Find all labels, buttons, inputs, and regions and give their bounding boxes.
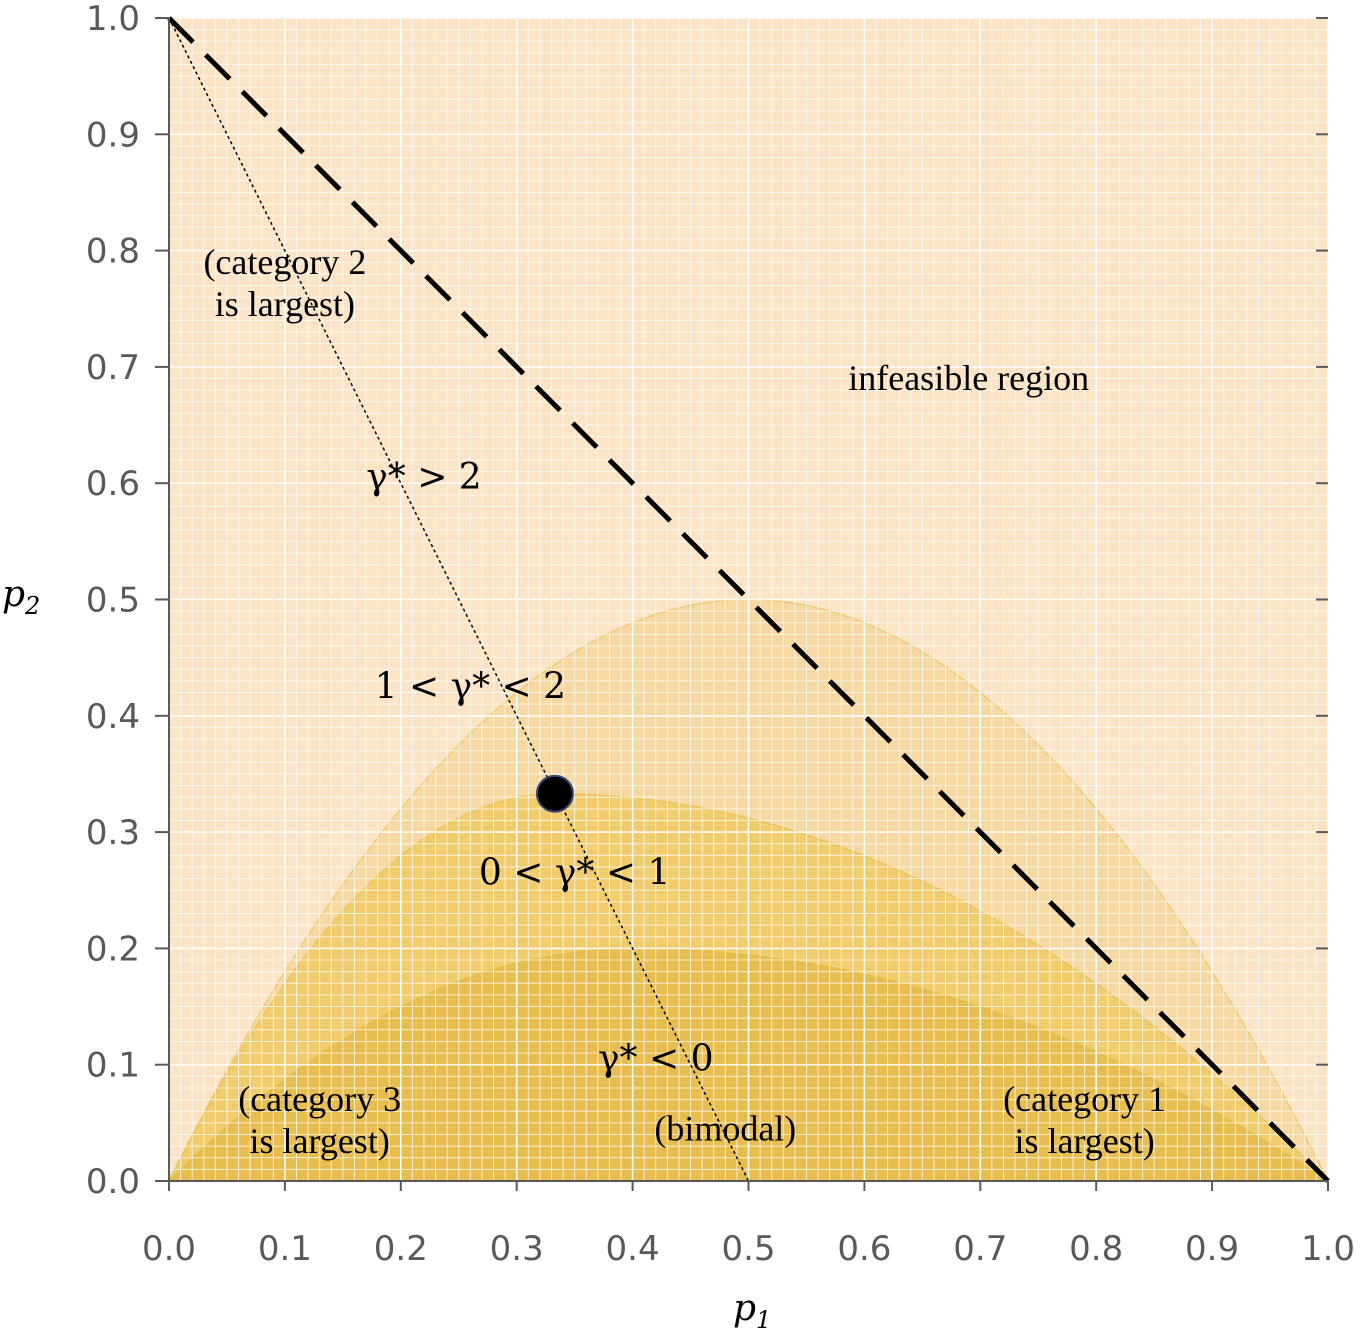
x-tick-label: 0.7 [953,1229,1007,1269]
annotation-cat2: (category 2 is largest) [203,242,366,324]
y-tick-label: 0.4 [86,697,140,737]
annotation-line: (category 2 [203,242,366,282]
y-tick-label: 0.9 [86,115,140,155]
annotation-line: γ* < 0 [598,1039,713,1080]
x-tick-label: 0.2 [374,1229,428,1269]
x-axis-label-subscript: 1 [756,1306,771,1328]
annotation-line: (bimodal) [654,1108,796,1148]
y-axis-label: p2 [2,574,40,620]
x-tick-label: 0.1 [258,1229,312,1269]
annotation-cat3: (category 3 is largest) [238,1079,401,1161]
annotation-line: is largest) [1014,1121,1154,1161]
x-tick-label: 0.9 [1185,1229,1239,1269]
annotation-line: (category 1 [1003,1079,1166,1119]
annotation-line: (category 3 [238,1079,401,1119]
y-tick-label: 0.6 [86,464,140,504]
annotation-line: γ* > 2 [366,457,481,498]
x-tick-label: 0.4 [606,1229,660,1269]
annotation-line: 0 < γ* < 1 [479,852,670,893]
x-tick-label: 0.0 [142,1229,196,1269]
uniform-point-marker [535,774,574,813]
y-tick-label: 0.7 [86,348,140,388]
y-tick-label: 0.3 [86,813,140,853]
y-tick-label: 1.0 [86,0,140,39]
annotation-line: 1 < γ* < 2 [375,666,566,707]
x-tick-label: 1.0 [1301,1229,1355,1269]
annotation-line: is largest) [250,1121,390,1161]
annotation-line: is largest) [215,284,355,324]
y-axis-label-subscript: 2 [24,592,40,620]
y-axis-label-text: p [2,574,25,615]
y-tick-label: 0.1 [86,1046,140,1086]
x-tick-label: 0.3 [490,1229,544,1269]
tick-labels: 0.0 0.1 0.2 0.3 0.4 0.5 0.6 0.7 0.8 0.9 1.0 0.0 0.1 0… [86,0,1355,1269]
annotation-cat1: (category 1 is largest) [1003,1079,1166,1161]
annotation-infeasible: infeasible region [848,358,1089,398]
x-tick-label: 0.6 [837,1229,891,1269]
annotation-line: infeasible region [848,358,1089,398]
annotations: (category 2 is largest)infeasible regionγ… [203,242,1166,1161]
annotation-bimodal: (bimodal) [654,1108,796,1148]
reference-dotted-line [168,17,750,1182]
x-tick-label: 0.5 [721,1229,775,1269]
annotation-g_gt2: γ* > 2 [366,457,481,498]
svg-text:p1: p1 [733,1288,771,1328]
y-tick-label: 0.5 [86,581,140,621]
annotation-g_01: 0 < γ* < 1 [479,852,670,893]
y-tick-label: 0.8 [86,232,140,272]
boundary-lines [167,16,1330,1183]
x-axis-label: p1 [733,1288,771,1328]
y-tick-label: 0.0 [86,1162,140,1202]
grid [169,18,1328,1181]
x-axis-label-text: p [733,1288,756,1328]
annotation-g_lt0: γ* < 0 [598,1039,713,1080]
svg-text:p2: p2 [2,574,40,620]
axes [155,17,1329,1191]
y-tick-label: 0.2 [86,929,140,969]
feasibility-boundary-line [167,16,1330,1183]
x-tick-label: 0.8 [1069,1229,1123,1269]
annotation-g_12: 1 < γ* < 2 [375,666,566,707]
